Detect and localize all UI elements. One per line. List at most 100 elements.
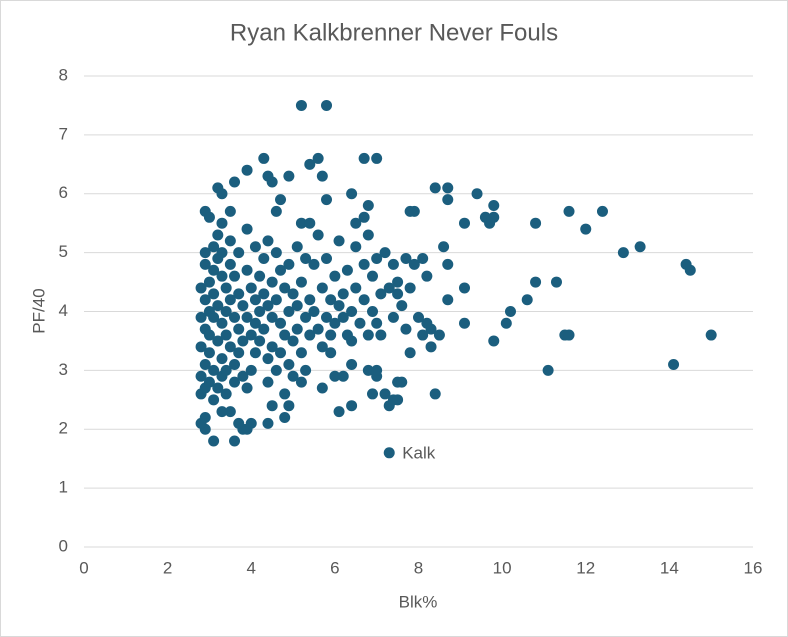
scatter-point <box>254 335 266 347</box>
scatter-point <box>216 188 228 200</box>
scatter-point <box>458 282 470 294</box>
scatter-point <box>304 329 316 341</box>
scatter-point <box>287 288 299 300</box>
scatter-point <box>350 241 362 253</box>
scatter-point <box>203 276 215 288</box>
scatter-point <box>295 99 307 111</box>
scatter-point <box>233 417 245 429</box>
scatter-point <box>266 311 278 323</box>
scatter-point <box>270 294 282 306</box>
scatter-point <box>283 258 295 270</box>
scatter-point <box>216 406 228 418</box>
scatter-point <box>308 306 320 317</box>
scatter-point <box>229 435 241 447</box>
scatter-point <box>199 294 211 306</box>
scatter-point <box>291 241 303 253</box>
scatter-point <box>379 388 391 400</box>
scatter-point <box>333 300 345 312</box>
scatter-point <box>458 217 470 229</box>
scatter-point <box>270 247 282 259</box>
scatter-point <box>337 311 349 323</box>
scatter-point <box>358 211 370 223</box>
scatter-point <box>208 311 220 323</box>
scatter-point <box>254 270 266 282</box>
scatter-point <box>258 288 270 300</box>
scatter-point <box>208 364 220 376</box>
scatter-point <box>408 205 420 217</box>
scatter-point <box>375 329 387 341</box>
scatter-point <box>346 400 358 412</box>
scatter-point <box>266 341 278 353</box>
scatter-point <box>400 323 412 335</box>
scatter-point <box>199 411 211 423</box>
scatter-point <box>442 182 454 194</box>
scatter-point <box>392 394 404 406</box>
scatter-point <box>354 317 366 329</box>
scatter-point <box>705 329 717 341</box>
scatter-point <box>337 288 349 300</box>
x-tick-label: 12 <box>576 558 595 577</box>
scatter-point <box>195 341 207 353</box>
scatter-point <box>542 364 554 376</box>
scatter-point <box>220 329 232 341</box>
scatter-point <box>220 306 232 317</box>
scatter-point <box>442 294 454 306</box>
scatter-point <box>321 311 333 323</box>
scatter-point <box>325 329 337 341</box>
scatter-point <box>346 306 358 317</box>
x-tick-label: 8 <box>414 558 423 577</box>
scatter-point <box>316 382 328 394</box>
scatter-point <box>208 394 220 406</box>
scatter-point <box>321 99 333 111</box>
scatter-point <box>417 329 429 341</box>
scatter-point <box>241 311 253 323</box>
scatter-point <box>233 247 245 259</box>
x-tick-label: 2 <box>163 558 172 577</box>
scatter-point <box>203 211 215 223</box>
scatter-point <box>212 382 224 394</box>
scatter-point <box>429 182 441 194</box>
scatter-point <box>371 317 383 329</box>
scatter-point <box>199 358 211 370</box>
scatter-point <box>220 388 232 400</box>
x-tick-label: 16 <box>744 558 763 577</box>
scatter-point <box>371 152 383 164</box>
scatter-point <box>258 152 270 164</box>
scatter-point <box>262 235 274 247</box>
scatter-point <box>329 370 341 382</box>
scatter-point <box>283 170 295 182</box>
scatter-point <box>224 205 236 217</box>
scatter-point <box>258 323 270 335</box>
scatter-point <box>262 417 274 429</box>
scatter-point <box>379 247 391 259</box>
scatter-point <box>224 341 236 353</box>
scatter-point <box>617 247 629 259</box>
scatter-point <box>258 253 270 265</box>
scatter-point <box>300 311 312 323</box>
scatter-point <box>195 282 207 294</box>
scatter-point <box>287 370 299 382</box>
scatter-point <box>312 229 324 241</box>
scatter-point <box>521 294 533 306</box>
scatter-point <box>237 335 249 347</box>
scatter-point <box>504 306 516 317</box>
scatter-point <box>362 229 374 241</box>
annotation-point <box>383 447 395 459</box>
scatter-point <box>295 376 307 388</box>
scatter-point <box>421 270 433 282</box>
scatter-point <box>333 235 345 247</box>
scatter-point <box>195 311 207 323</box>
scatter-point <box>212 229 224 241</box>
scatter-point <box>530 217 542 229</box>
scatter-point <box>199 258 211 270</box>
x-tick-label: 6 <box>330 558 339 577</box>
scatter-point <box>262 353 274 365</box>
scatter-point <box>241 264 253 276</box>
x-tick-label: 4 <box>247 558 256 577</box>
scatter-point <box>362 200 374 212</box>
scatter-point <box>383 282 395 294</box>
scatter-point <box>199 247 211 259</box>
scatter-point <box>233 323 245 335</box>
scatter-point <box>396 376 408 388</box>
